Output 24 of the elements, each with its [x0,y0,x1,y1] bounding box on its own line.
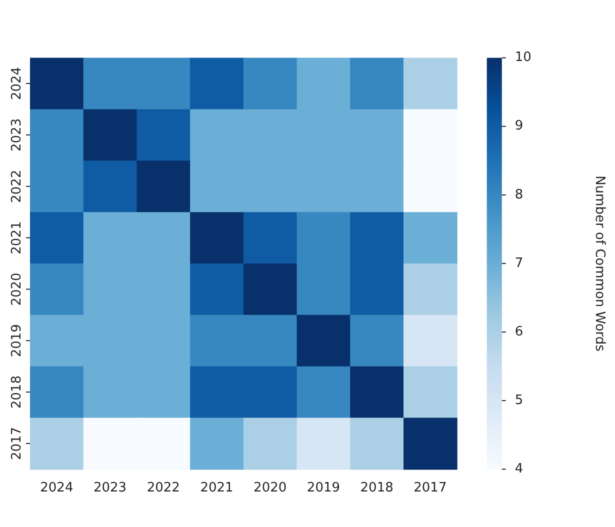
color-bar-label: 5 [514,393,524,408]
y-tick-label: 2017 [9,426,24,460]
x-tick-label: 2021 [200,480,234,496]
y-tick-label: 2019 [9,324,24,358]
color-bar-title: Number of Common Words [592,176,607,352]
color-bar-label: 10 [514,50,532,66]
y-tick-label: 2023 [9,118,24,152]
y-tick-label: 2024 [9,66,24,100]
x-tick-label: 2020 [254,480,287,496]
color-bar-label: 6 [514,324,524,340]
x-tick-label: 2018 [360,480,394,496]
color-bar-label: 7 [514,256,524,271]
y-tick-label: 2020 [9,272,24,306]
x-tick-label: 2019 [306,480,340,496]
x-tick-label: 2017 [414,480,447,496]
color-bar-label: 8 [514,187,524,202]
x-tick-label: 2022 [146,480,180,496]
color-bar-label: 4 [514,462,524,477]
y-tick-label: 2021 [9,221,24,254]
y-tick-label: 2022 [9,170,24,203]
y-tick-label: 2018 [9,376,24,409]
x-tick-label: 2024 [40,480,74,496]
color-bar-label: 9 [514,118,524,134]
x-tick-label: 2023 [93,480,127,496]
